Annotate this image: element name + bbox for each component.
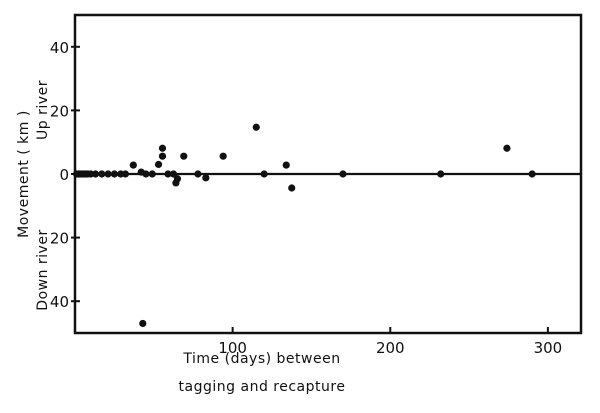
data-point <box>91 170 100 178</box>
y-tick-label: 40 <box>50 39 69 57</box>
x-tick-label: 300 <box>534 339 563 357</box>
data-point <box>202 174 210 182</box>
y-tick-label: 20 <box>50 102 69 120</box>
y-tick-label: 20 <box>50 230 69 248</box>
data-point <box>169 170 178 178</box>
y-axis-up-river-label: Up river <box>35 80 51 140</box>
data-point <box>282 161 290 169</box>
y-tick-label: 40 <box>50 293 69 311</box>
data-point <box>158 152 167 160</box>
data-point <box>288 184 296 192</box>
data-point <box>503 144 511 152</box>
data-point <box>139 319 147 328</box>
data-point <box>437 170 445 178</box>
x-axis-title-line-1: Time (days) between <box>182 351 340 367</box>
data-point <box>110 170 119 178</box>
data-point <box>129 161 137 169</box>
data-point <box>164 170 172 178</box>
data-point <box>260 170 268 178</box>
y-axis-down-river-label: Down river <box>35 229 51 310</box>
data-point <box>173 175 182 183</box>
data-point <box>528 170 536 178</box>
y-axis-ticks: 40 20 0 20 40 <box>50 39 80 311</box>
data-point <box>194 170 202 178</box>
y-tick-label: 0 <box>59 166 69 184</box>
x-tick-label: 100 <box>218 339 247 357</box>
data-point <box>148 170 156 178</box>
x-axis-ticks: 100 200 300 <box>218 327 562 357</box>
data-point <box>121 170 130 178</box>
data-point <box>104 170 112 178</box>
data-point <box>158 144 167 152</box>
data-point <box>252 123 260 131</box>
data-point <box>219 152 227 160</box>
data-point <box>339 170 347 178</box>
y-axis-title: Movement ( km ) <box>16 110 32 238</box>
data-point <box>154 160 163 169</box>
data-points <box>72 123 536 328</box>
data-point <box>142 170 150 178</box>
x-tick-label: 200 <box>376 339 405 357</box>
data-point <box>180 152 188 160</box>
x-axis-title-line-2: tagging and recapture <box>179 379 346 395</box>
data-point <box>98 170 106 178</box>
